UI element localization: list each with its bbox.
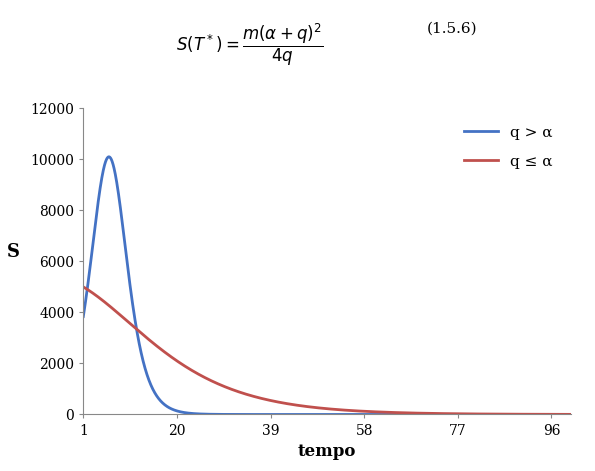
Y-axis label: S: S [7, 244, 20, 261]
Legend: q > α, q ≤ α: q > α, q ≤ α [458, 119, 559, 175]
X-axis label: tempo: tempo [298, 443, 356, 460]
Text: $S(T^*) = \dfrac{m(\alpha+q)^2}{4q}$: $S(T^*) = \dfrac{m(\alpha+q)^2}{4q}$ [176, 21, 324, 67]
Text: (1.5.6): (1.5.6) [427, 21, 478, 35]
